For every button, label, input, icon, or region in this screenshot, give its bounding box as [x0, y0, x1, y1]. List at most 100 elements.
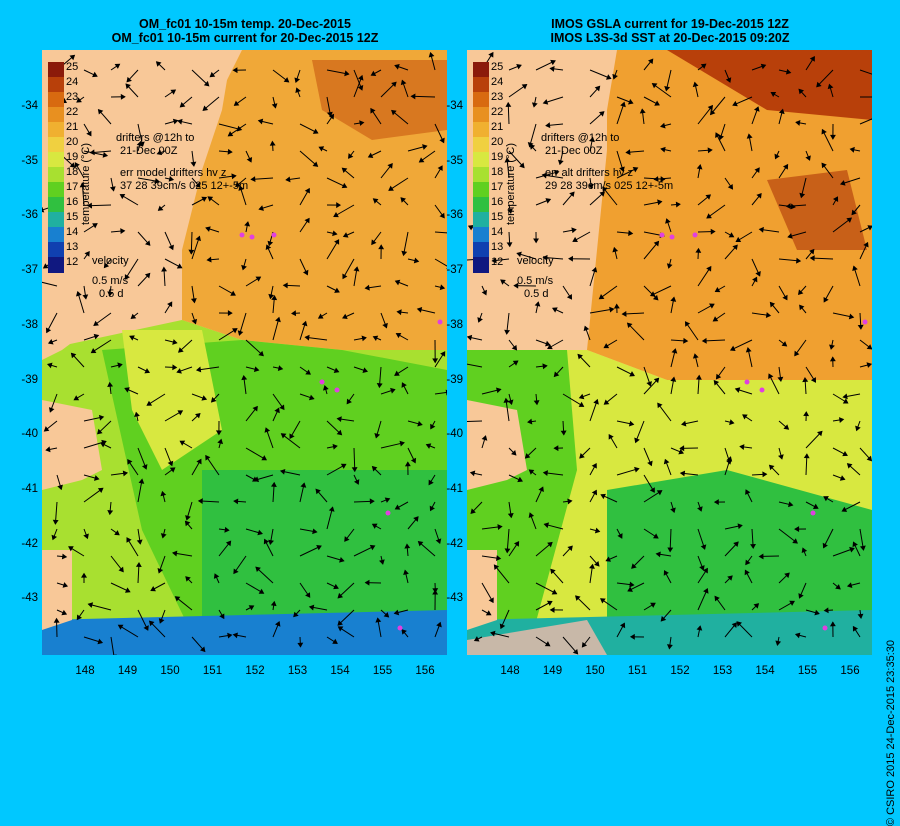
colorbar-segment — [473, 227, 489, 243]
left-title-line2: OM_fc01 10-15m current for 20-Dec-2015 1… — [40, 31, 450, 45]
colorbar-segment — [473, 167, 489, 183]
left-err-label: err model drifters hv z — [120, 167, 226, 179]
latitude-tick-label: -39 — [2, 374, 38, 386]
left-map[interactable]: temperature (°C) drifters @12h to 21-Dec… — [42, 50, 447, 655]
longitude-tick-label: 155 — [793, 665, 823, 677]
right-title-line2: IMOS L3S-3d SST at 20-Dec-2015 09:20Z — [465, 31, 875, 45]
latitude-tick-label: -39 — [427, 374, 463, 386]
latitude-tick-label: -34 — [427, 100, 463, 112]
latitude-tick-label: -35 — [2, 155, 38, 167]
colorbar-tick-label: 17 — [491, 181, 503, 193]
longitude-tick-label: 153 — [283, 665, 313, 677]
colorbar-tick-label: 25 — [491, 61, 503, 73]
colorbar-segment — [473, 257, 489, 273]
left-velocity-speed: 0.5 m/s — [92, 275, 128, 287]
current-arrow-head — [593, 268, 597, 272]
colorbar-tick-label: 15 — [66, 211, 78, 223]
colorbar-segment — [48, 212, 64, 228]
longitude-tick-label: 153 — [708, 665, 738, 677]
left-err-values: 37 28 39cm/s 025 12+-5m — [120, 180, 248, 192]
colorbar-segment — [48, 257, 64, 273]
left-title-line1: OM_fc01 10-15m temp. 20-Dec-2015 — [40, 17, 450, 31]
current-arrow-head — [546, 342, 550, 346]
south-land — [467, 550, 497, 630]
latitude-tick-label: -43 — [427, 592, 463, 604]
longitude-tick-label: 151 — [623, 665, 653, 677]
left-colorbar-title: temperature (°C) — [80, 143, 92, 225]
right-colorbar — [473, 62, 489, 272]
colorbar-segment — [473, 152, 489, 168]
left-drifters-time: 21-Dec 00Z — [120, 145, 177, 157]
latitude-tick-label: -42 — [2, 538, 38, 550]
colorbar-segment — [48, 122, 64, 138]
colorbar-segment — [48, 77, 64, 93]
colorbar-tick-label: 20 — [66, 136, 78, 148]
longitude-tick-label: 156 — [835, 665, 865, 677]
latitude-tick-label: -37 — [427, 264, 463, 276]
colorbar-tick-label: 13 — [491, 241, 503, 253]
colorbar-segment — [48, 227, 64, 243]
colorbar-tick-label: 24 — [66, 76, 78, 88]
colorbar-segment — [48, 182, 64, 198]
latitude-tick-label: -40 — [2, 428, 38, 440]
current-arrow-head — [446, 390, 447, 394]
current-arrow-head — [505, 330, 509, 334]
south-land — [42, 550, 72, 630]
colorbar-tick-label: 14 — [66, 226, 78, 238]
latitude-tick-label: -43 — [2, 592, 38, 604]
colorbar-segment — [48, 62, 64, 78]
right-drifters-time: 21-Dec 00Z — [545, 145, 602, 157]
colorbar-tick-label: 12 — [491, 256, 503, 268]
colorbar-segment — [473, 77, 489, 93]
right-map[interactable]: temperature (°C) drifters @12h to 21-Dec… — [467, 50, 872, 655]
left-colorbar — [48, 62, 64, 272]
longitude-tick-label: 148 — [495, 665, 525, 677]
longitude-tick-label: 149 — [113, 665, 143, 677]
colorbar-segment — [48, 137, 64, 153]
left-drifters-label: drifters @12h to — [116, 132, 194, 144]
right-velocity-speed: 0.5 m/s — [517, 275, 553, 287]
current-arrow-head — [94, 335, 98, 339]
current-arrow-head — [584, 327, 588, 331]
current-arrow-head — [191, 162, 195, 166]
right-panel-title: IMOS GSLA current for 19-Dec-2015 12Z IM… — [465, 17, 875, 45]
colorbar-tick-label: 21 — [66, 121, 78, 133]
current-arrow-head — [168, 302, 172, 306]
left-map-svg — [42, 50, 447, 655]
longitude-tick-label: 150 — [155, 665, 185, 677]
colorbar-segment — [473, 197, 489, 213]
colorbar-tick-label: 24 — [491, 76, 503, 88]
colorbar-segment — [473, 122, 489, 138]
right-err-values: 29 28 39cm/s 025 12+-5m — [545, 180, 673, 192]
latitude-tick-label: -36 — [2, 209, 38, 221]
latitude-tick-label: -41 — [427, 483, 463, 495]
latitude-tick-label: -42 — [427, 538, 463, 550]
colorbar-tick-label: 16 — [66, 196, 78, 208]
latitude-tick-label: -37 — [2, 264, 38, 276]
colorbar-tick-label: 22 — [66, 106, 78, 118]
colorbar-tick-label: 20 — [491, 136, 503, 148]
longitude-tick-label: 156 — [410, 665, 440, 677]
longitude-tick-label: 149 — [538, 665, 568, 677]
colorbar-tick-label: 23 — [66, 91, 78, 103]
colorbar-tick-label: 21 — [491, 121, 503, 133]
right-colorbar-title: temperature (°C) — [505, 143, 517, 225]
left-velocity-label: velocity — [92, 255, 129, 267]
colorbar-tick-label: 14 — [491, 226, 503, 238]
colorbar-segment — [48, 242, 64, 258]
colorbar-tick-label: 23 — [491, 91, 503, 103]
colorbar-segment — [473, 62, 489, 78]
colorbar-segment — [48, 152, 64, 168]
longitude-tick-label: 152 — [665, 665, 695, 677]
colorbar-segment — [473, 242, 489, 258]
latitude-tick-label: -34 — [2, 100, 38, 112]
colorbar-segment — [473, 137, 489, 153]
longitude-tick-label: 154 — [325, 665, 355, 677]
current-arrow-head — [553, 308, 557, 312]
longitude-tick-label: 152 — [240, 665, 270, 677]
latitude-tick-label: -38 — [427, 319, 463, 331]
latitude-tick-label: -40 — [427, 428, 463, 440]
right-map-svg — [467, 50, 872, 655]
colorbar-segment — [473, 182, 489, 198]
latitude-tick-label: -41 — [2, 483, 38, 495]
